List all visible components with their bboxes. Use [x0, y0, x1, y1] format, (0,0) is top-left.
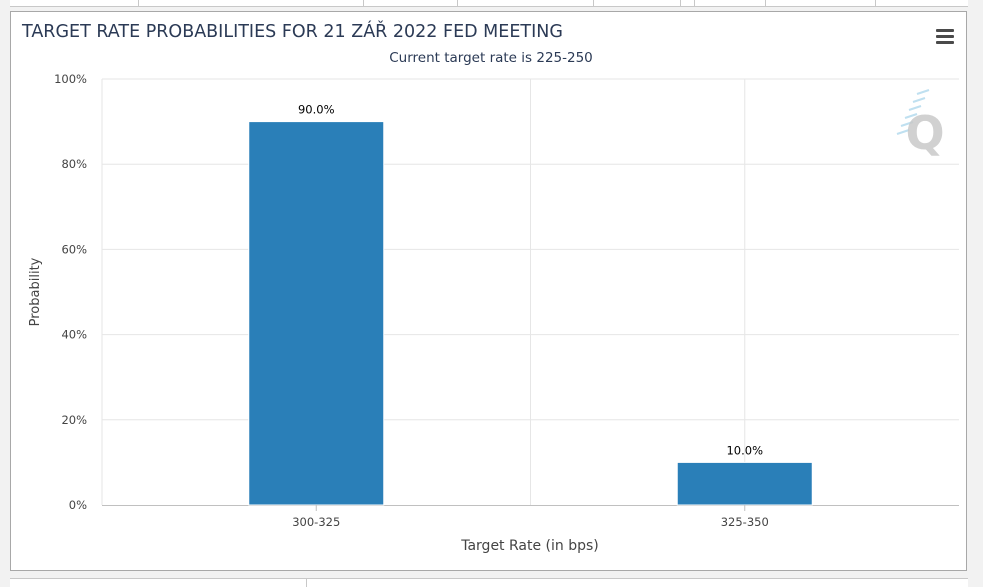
q-logo-stroke — [916, 89, 930, 95]
hamburger-menu-icon — [936, 35, 954, 38]
x-tick-label: 325-350 — [721, 515, 769, 529]
chart-subtitle: Current target rate is 225-250 — [389, 50, 593, 66]
y-tick-label: 80% — [61, 157, 87, 171]
q-logo-letter: Q — [905, 106, 944, 160]
bar-chart: TARGET RATE PROBABILITIES FOR 21 ZÁŘ 202… — [21, 20, 959, 554]
q-logo-stroke — [908, 105, 922, 111]
y-tick-label: 20% — [61, 413, 87, 427]
top-table-strip — [10, 0, 968, 7]
q-logo-stroke — [900, 121, 914, 127]
data-labels: 90.0% 10.0% — [298, 103, 763, 458]
bars — [248, 121, 813, 506]
bar-300-325[interactable] — [248, 121, 385, 506]
top-strip-divider — [765, 0, 766, 6]
q-logo-stroke — [896, 129, 910, 135]
data-label: 10.0% — [726, 443, 763, 457]
top-strip-divider — [694, 0, 695, 6]
chart-menu-button[interactable] — [933, 26, 957, 48]
y-tick-label: 40% — [61, 328, 87, 342]
gridlines — [101, 78, 959, 506]
hamburger-menu-icon — [936, 41, 954, 44]
top-strip-divider — [593, 0, 594, 6]
bottom-strip-divider — [306, 579, 307, 587]
x-tick-label: 300-325 — [292, 515, 340, 529]
top-strip-divider — [457, 0, 458, 6]
y-tick-label: 60% — [61, 242, 87, 256]
top-strip-divider — [138, 0, 139, 6]
x-axis-title: Target Rate (in bps) — [460, 538, 599, 554]
y-tick-label: 100% — [54, 72, 87, 86]
hamburger-menu-icon — [936, 29, 954, 32]
bottom-table-strip — [10, 578, 968, 587]
q-logo-stroke — [904, 113, 918, 119]
chart-panel: TARGET RATE PROBABILITIES FOR 21 ZÁŘ 202… — [10, 11, 967, 571]
q-logo-stroke — [912, 97, 926, 103]
chart-title: TARGET RATE PROBABILITIES FOR 21 ZÁŘ 202… — [21, 20, 563, 42]
x-axis-ticks: 300-325 325-350 — [292, 505, 769, 529]
data-label: 90.0% — [298, 103, 335, 117]
y-axis-ticks: 0% 20% 40% 60% 80% 100% — [54, 72, 87, 512]
top-strip-divider — [875, 0, 876, 6]
bar-325-350[interactable] — [676, 461, 813, 506]
top-strip-divider — [363, 0, 364, 6]
y-axis-title: Probability — [28, 257, 43, 326]
top-strip-divider — [680, 0, 681, 6]
q-logo-icon: Q — [896, 89, 945, 160]
y-tick-label: 0% — [69, 498, 87, 512]
